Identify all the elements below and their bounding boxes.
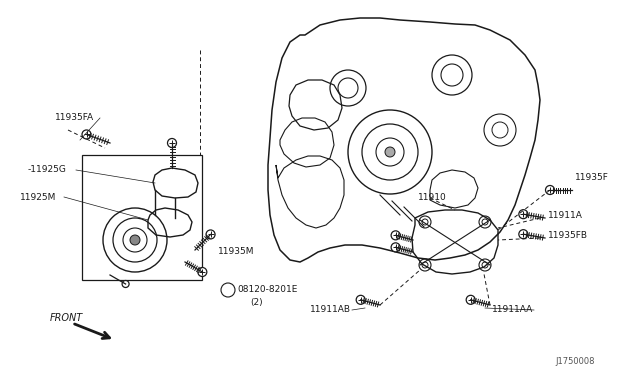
Circle shape — [356, 295, 365, 304]
Circle shape — [130, 235, 140, 245]
Text: 11911A: 11911A — [548, 212, 583, 221]
Circle shape — [519, 230, 528, 239]
Circle shape — [168, 138, 177, 148]
Text: FRONT: FRONT — [50, 313, 83, 323]
Circle shape — [391, 243, 400, 252]
Circle shape — [198, 267, 207, 276]
Text: 11935F: 11935F — [575, 173, 609, 183]
Text: 11911AA: 11911AA — [492, 305, 533, 314]
Text: 11911AB: 11911AB — [310, 305, 351, 314]
Text: 11935FA: 11935FA — [55, 113, 94, 122]
Text: 11935FB: 11935FB — [548, 231, 588, 240]
Circle shape — [466, 295, 475, 304]
Circle shape — [385, 147, 395, 157]
Circle shape — [206, 230, 215, 239]
Text: 11910: 11910 — [418, 193, 447, 202]
Text: J1750008: J1750008 — [555, 357, 595, 366]
Circle shape — [82, 130, 91, 139]
Text: 11925M: 11925M — [20, 192, 56, 202]
Bar — [82, 155, 202, 280]
Circle shape — [545, 186, 554, 195]
Circle shape — [391, 231, 400, 240]
Circle shape — [519, 210, 528, 219]
Circle shape — [122, 280, 129, 288]
Text: 11935M: 11935M — [218, 247, 255, 257]
Text: (2): (2) — [250, 298, 262, 307]
Text: -11925G: -11925G — [28, 166, 67, 174]
Text: 08120-8201E: 08120-8201E — [237, 285, 298, 295]
